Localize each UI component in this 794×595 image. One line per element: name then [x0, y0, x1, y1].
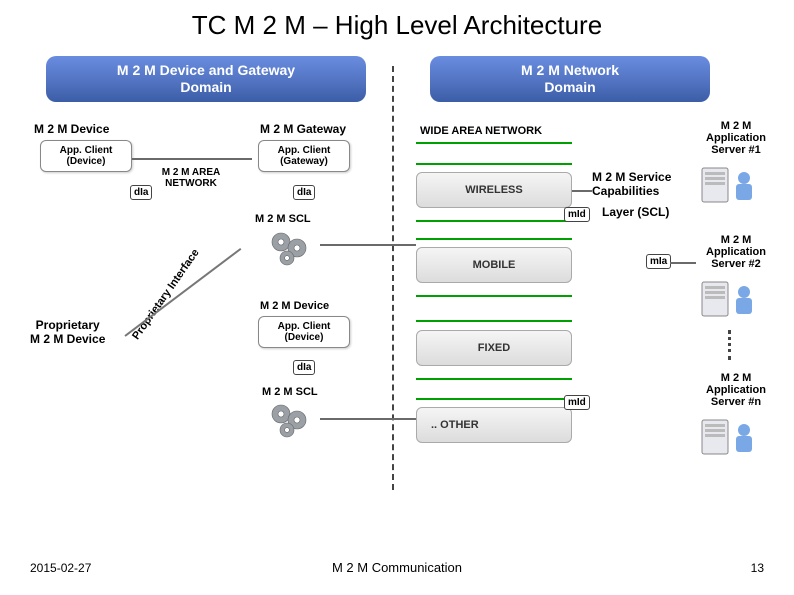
domain-divider [392, 66, 394, 490]
green-line-2 [416, 220, 572, 222]
app-client-gateway-box: App. Client (Gateway) [258, 140, 350, 172]
m2m-device-small-header: M 2 M Device [260, 300, 329, 312]
green-line-top [416, 142, 572, 144]
dia-label-1: dIa [130, 185, 152, 200]
mia-label: mIa [646, 254, 671, 269]
green-line-4 [416, 295, 572, 297]
app-server-2-label: M 2 M Application Server #2 [694, 234, 778, 270]
line-mia [670, 262, 696, 264]
green-line-7 [416, 398, 572, 400]
footer-caption: M 2 M Communication [0, 560, 794, 575]
net-wireless: WIRELESS [416, 172, 572, 208]
proprietary-interface-label: Proprietary Interface [130, 247, 202, 342]
m2m-device-header: M 2 M Device [34, 122, 109, 136]
server-icon-1 [700, 164, 760, 206]
page-title: TC M 2 M – High Level Architecture [0, 10, 794, 41]
line-area-gateway [222, 158, 252, 160]
gears-icon-gateway [265, 228, 315, 268]
green-line-1 [416, 163, 572, 165]
gateway-scl-label: M 2 M SCL [255, 213, 311, 225]
mid-label-2: mId [564, 395, 590, 410]
app-client-device-box-2: App. Client (Device) [258, 316, 350, 348]
m2m-area-network-label: M 2 M AREA NETWORK [160, 168, 222, 189]
app-client-device-box: App. Client (Device) [40, 140, 132, 172]
line-device-area [132, 158, 222, 160]
lower-scl-label: M 2 M SCL [262, 386, 318, 398]
domain-right-bar: M 2 M NetworkDomain [430, 56, 710, 102]
domain-left-bar: M 2 M Device and GatewayDomain [46, 56, 366, 102]
green-line-5 [416, 320, 572, 322]
service-caps-label: M 2 M Service Capabilities [592, 170, 702, 199]
net-fixed: FIXED [416, 330, 572, 366]
net-mobile: MOBILE [416, 247, 572, 283]
m2m-gateway-header: M 2 M Gateway [260, 122, 346, 136]
net-other: .. OTHER [416, 407, 572, 443]
gears-icon-lower [265, 400, 315, 440]
server-icon-2 [700, 278, 760, 320]
wan-header: WIDE AREA NETWORK [420, 125, 542, 137]
server-ellipsis [728, 330, 731, 360]
app-server-n-label: M 2 M Application Server #n [694, 372, 778, 408]
footer-page: 13 [751, 561, 764, 575]
mid-label-1: mId [564, 207, 590, 222]
dia-label-2: dIa [293, 185, 315, 200]
line-wan-scl [572, 190, 592, 192]
proprietary-device-label: ProprietaryM 2 M Device [30, 318, 105, 347]
dia-label-3: dIa [293, 360, 315, 375]
line-gw-wan [320, 244, 416, 246]
line-lower-wan [320, 418, 416, 420]
app-server-1-label: M 2 M Application Server #1 [694, 120, 778, 156]
layer-scl-label: Layer (SCL) [602, 205, 702, 219]
server-icon-n [700, 416, 760, 458]
green-line-3 [416, 238, 572, 240]
green-line-6 [416, 378, 572, 380]
